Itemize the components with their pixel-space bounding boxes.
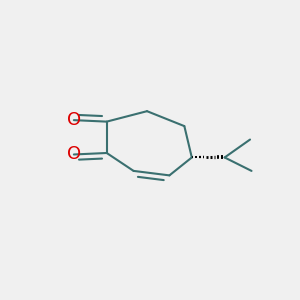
Text: O: O — [67, 111, 81, 129]
Text: O: O — [67, 146, 81, 164]
